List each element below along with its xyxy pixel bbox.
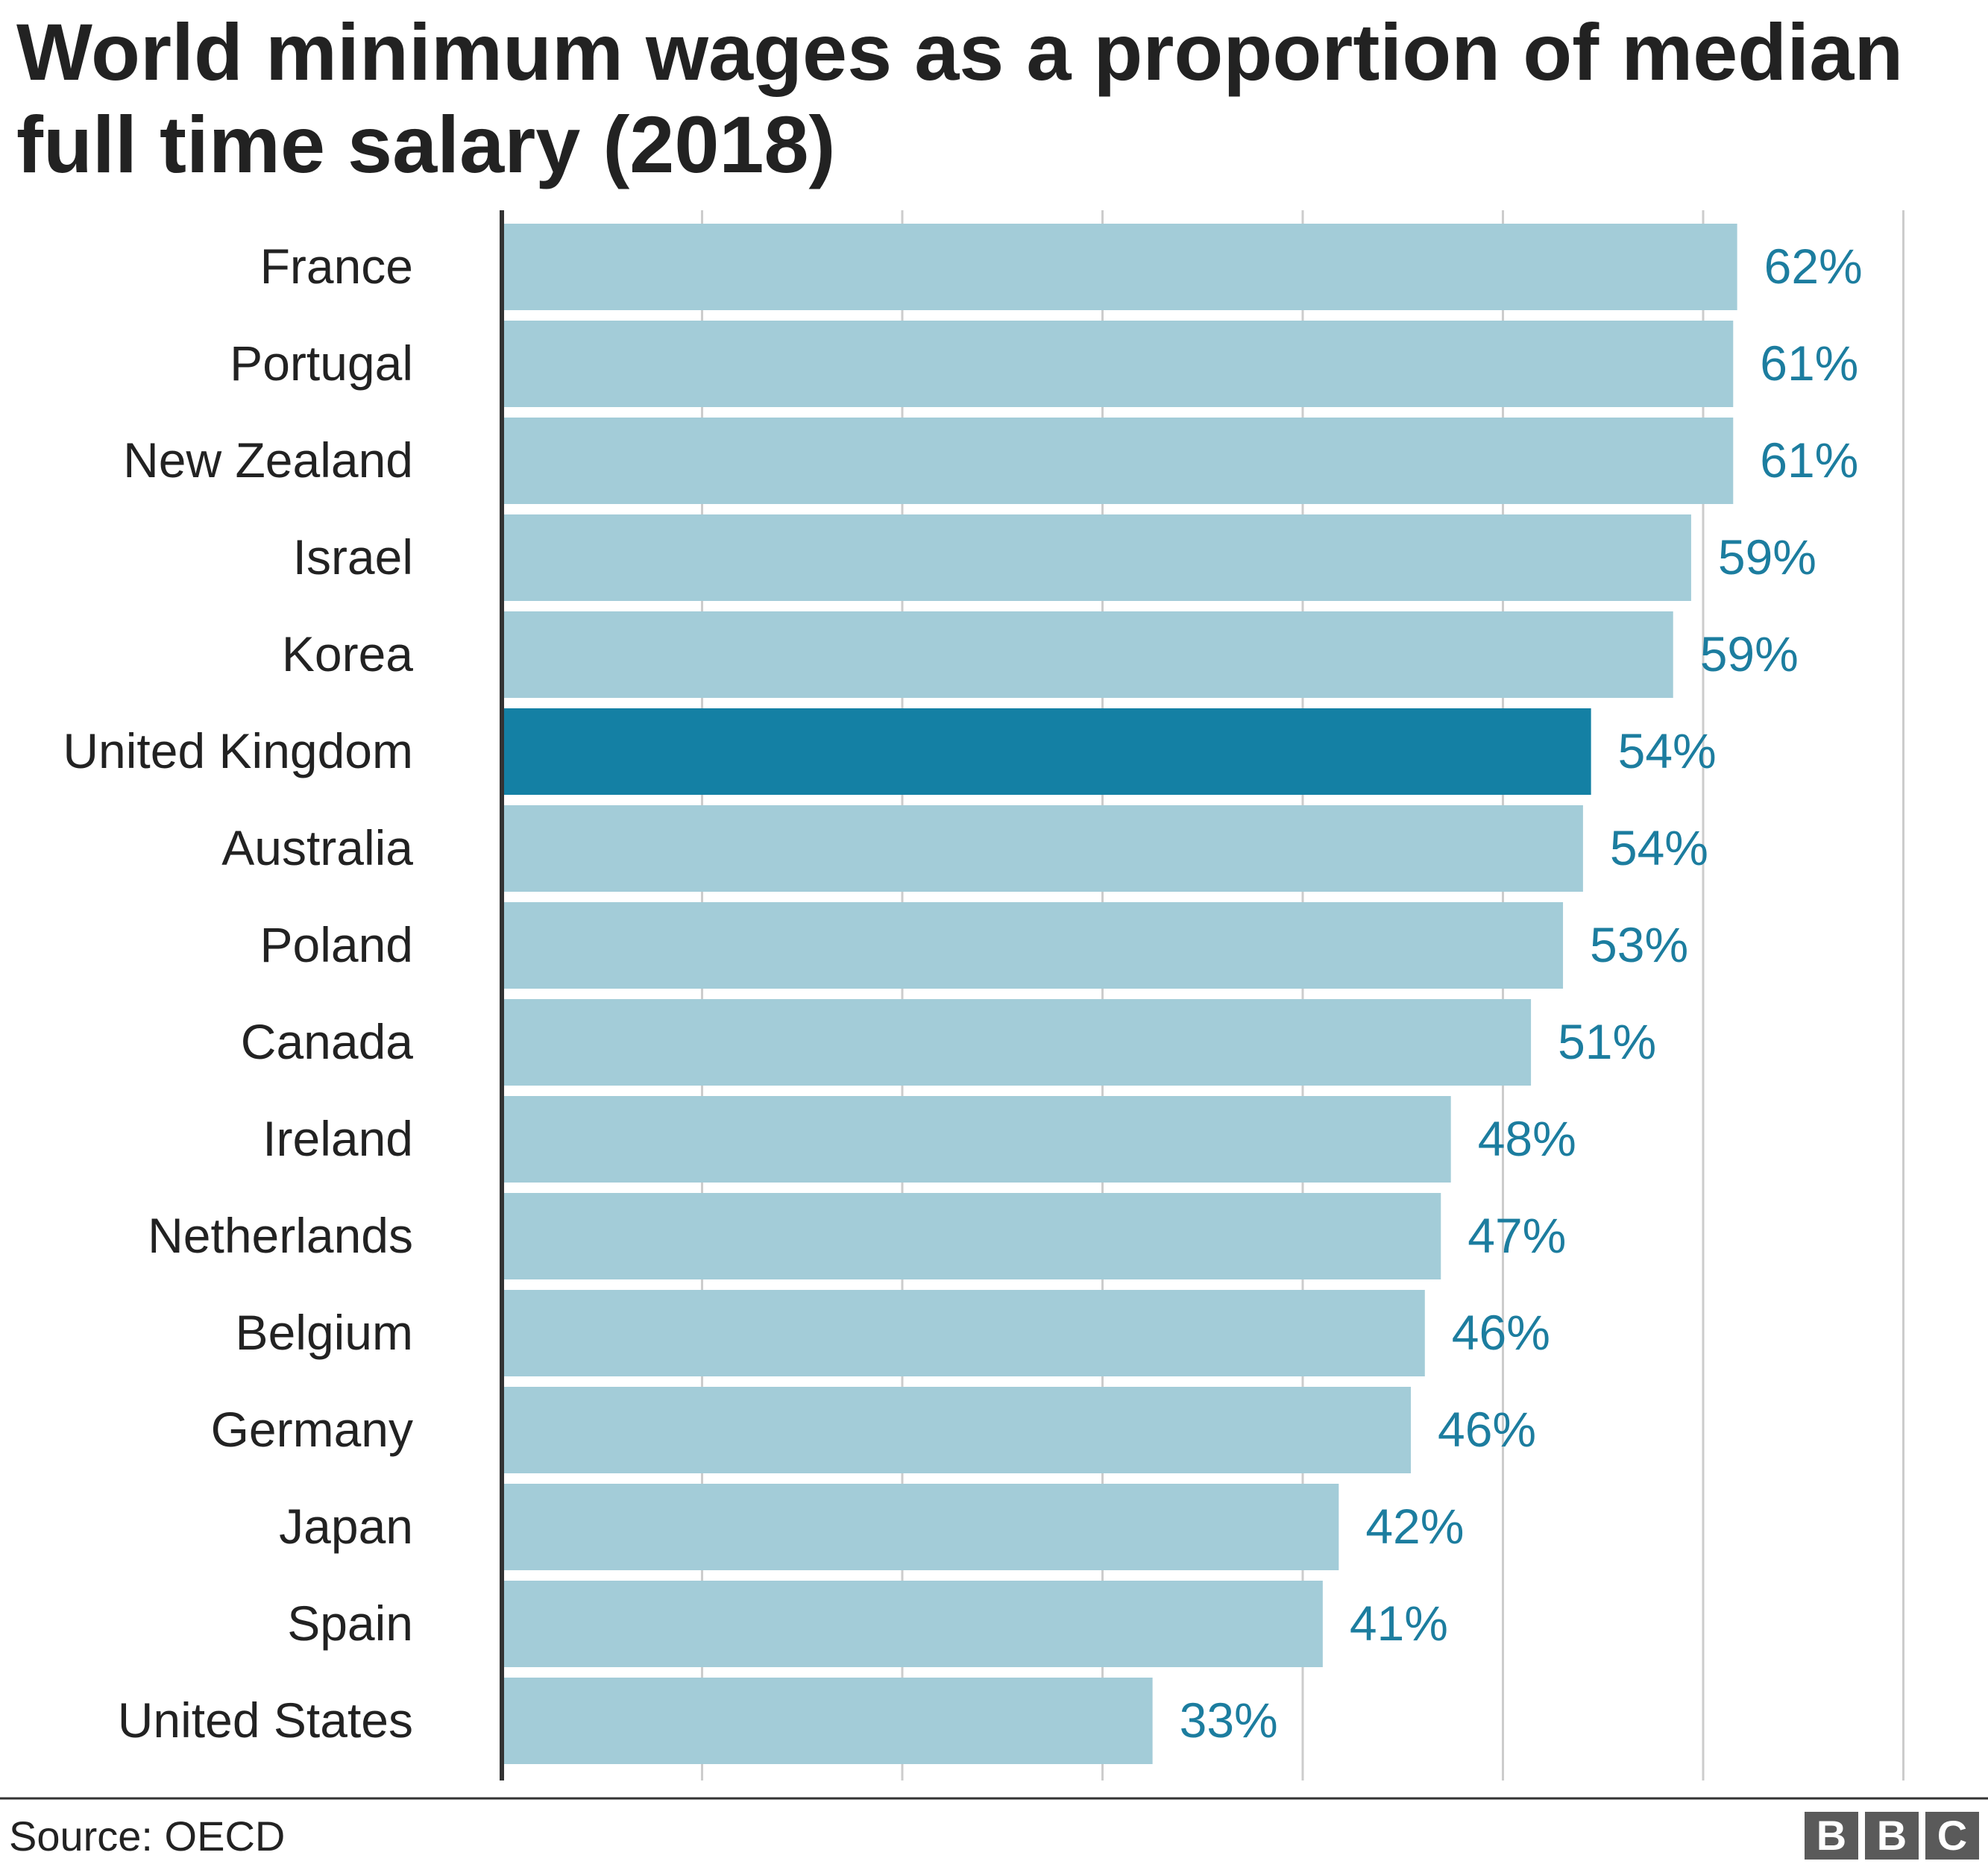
category-label: Portugal bbox=[230, 336, 413, 391]
bar bbox=[502, 321, 1734, 407]
category-label: Spain bbox=[287, 1596, 413, 1651]
bar bbox=[502, 1484, 1339, 1570]
value-label: 59% bbox=[1718, 529, 1816, 585]
category-label: Netherlands bbox=[148, 1208, 413, 1263]
bar bbox=[502, 1678, 1153, 1764]
category-label: Korea bbox=[282, 626, 413, 681]
source-note: Source: OECD bbox=[9, 1813, 286, 1860]
value-label: 46% bbox=[1438, 1402, 1536, 1457]
bar bbox=[502, 1387, 1411, 1473]
category-labels: France Portugal New Zealand Israel Korea Unit… bbox=[63, 239, 413, 1748]
category-label: Japan bbox=[279, 1499, 413, 1554]
category-label: United States bbox=[118, 1693, 413, 1748]
value-label: 62% bbox=[1764, 239, 1863, 294]
value-labels: 62% 61% 61% 59% 59% 54% 54% 53% 51% 48% 47% 46% 46% 4… bbox=[1180, 239, 1863, 1748]
bar bbox=[502, 224, 1737, 310]
chart-title: World minimum wages as a proportion of m… bbox=[16, 7, 1904, 189]
category-label: United Kingdom bbox=[63, 723, 413, 778]
value-label: 42% bbox=[1365, 1499, 1464, 1554]
value-label: 54% bbox=[1610, 820, 1708, 875]
category-label: Belgium bbox=[236, 1305, 413, 1360]
bar bbox=[502, 611, 1673, 698]
bar bbox=[502, 708, 1591, 795]
category-label: Canada bbox=[241, 1014, 413, 1069]
bar bbox=[502, 1581, 1323, 1667]
bar bbox=[502, 805, 1583, 892]
category-label: Israel bbox=[293, 529, 413, 585]
category-label: Poland bbox=[259, 917, 413, 972]
bar bbox=[502, 902, 1564, 989]
value-label: 47% bbox=[1468, 1208, 1566, 1263]
bar bbox=[502, 999, 1532, 1086]
logo-letter: B bbox=[1805, 1812, 1858, 1860]
logo-letter: C bbox=[1925, 1812, 1979, 1860]
bar-chart: France Portugal New Zealand Israel Korea Unit… bbox=[0, 210, 1988, 1800]
bar bbox=[502, 1096, 1451, 1183]
value-label: 51% bbox=[1558, 1014, 1656, 1069]
category-label: New Zealand bbox=[123, 432, 413, 488]
value-label: 59% bbox=[1700, 626, 1799, 681]
category-label: Germany bbox=[211, 1402, 413, 1457]
value-label: 53% bbox=[1590, 917, 1688, 972]
value-label: 61% bbox=[1760, 432, 1858, 488]
bar bbox=[502, 514, 1691, 601]
bars bbox=[502, 224, 1737, 1764]
bar bbox=[502, 1290, 1425, 1376]
bbc-logo: B B C bbox=[1805, 1812, 1979, 1860]
logo-letter: B bbox=[1865, 1812, 1919, 1860]
value-label: 61% bbox=[1760, 336, 1858, 391]
bar bbox=[502, 1193, 1441, 1279]
category-label: France bbox=[260, 239, 413, 294]
category-label: Australia bbox=[221, 820, 413, 875]
bar bbox=[502, 418, 1734, 504]
value-label: 33% bbox=[1180, 1693, 1278, 1748]
value-label: 54% bbox=[1618, 723, 1717, 778]
value-label: 46% bbox=[1452, 1305, 1550, 1360]
value-label: 41% bbox=[1350, 1596, 1448, 1651]
category-label: Ireland bbox=[262, 1111, 413, 1166]
value-label: 48% bbox=[1478, 1111, 1576, 1166]
